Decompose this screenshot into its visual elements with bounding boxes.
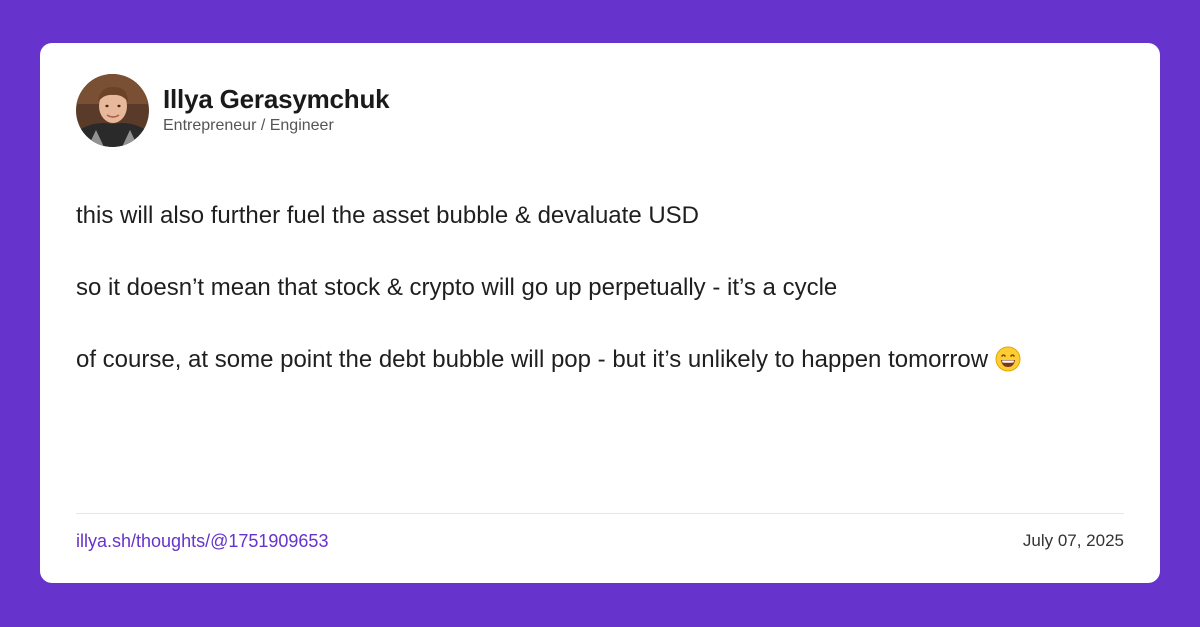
avatar-photo-icon xyxy=(76,73,149,147)
author-header: Illya Gerasymchuk Entrepreneur / Enginee… xyxy=(76,73,390,147)
post-paragraph: of course, at some point the debt bubble… xyxy=(76,342,1076,378)
post-paragraph-text: of course, at some point the debt bubble… xyxy=(76,346,989,373)
avatar xyxy=(76,73,149,147)
post-date: July 07, 2025 xyxy=(1022,531,1124,550)
post-paragraph: this will also further fuel the asset bu… xyxy=(76,202,700,229)
post-body: this will also further fuel the asset bu… xyxy=(76,198,1076,414)
post-paragraph: so it doesn’t mean that stock & crypto w… xyxy=(76,274,838,301)
footer-divider xyxy=(76,513,1124,514)
post-card: Illya Gerasymchuk Entrepreneur / Enginee… xyxy=(40,43,1160,583)
post-permalink[interactable]: illya.sh/thoughts/@1751909653 xyxy=(76,531,329,551)
author-info: Illya Gerasymchuk Entrepreneur / Enginee… xyxy=(163,83,390,137)
grinning-face-emoji-icon xyxy=(995,346,1021,372)
author-name: Illya Gerasymchuk xyxy=(163,83,390,114)
author-title: Entrepreneur / Engineer xyxy=(163,116,334,134)
